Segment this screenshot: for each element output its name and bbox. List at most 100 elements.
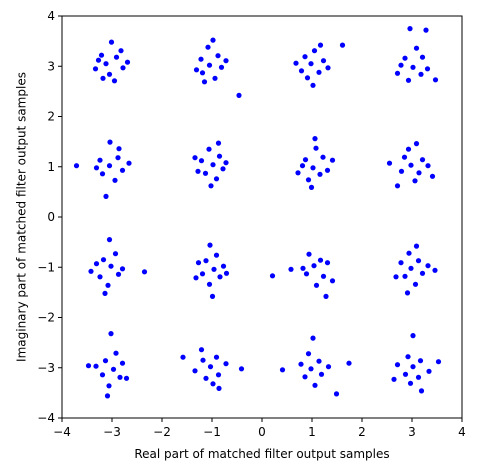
data-point [418,388,425,394]
x-tick-label: −3 [103,425,121,439]
data-point [432,267,438,273]
data-point [211,266,217,272]
data-point [402,273,408,279]
data-point [293,60,299,66]
data-point [218,64,225,70]
data-point [398,62,404,68]
data-point [423,27,429,33]
data-point [425,263,431,269]
data-point [220,263,227,269]
y-tick-label: −4 [37,411,55,425]
data-point [405,77,412,83]
data-point [429,173,436,179]
data-point [320,58,327,64]
data-point [416,170,422,176]
data-point [339,42,346,48]
data-point [103,61,109,67]
data-point [100,257,107,263]
x-tick-label: −1 [203,425,221,439]
x-axis-label: Real part of matched filter output sampl… [134,447,389,461]
data-point [435,359,442,365]
data-point [415,258,422,264]
data-point [106,383,112,389]
data-point [238,366,245,372]
data-point [419,54,426,60]
data-point [115,155,121,161]
data-point [88,268,94,274]
data-point [111,78,118,84]
data-point [311,48,318,54]
data-point [333,391,340,397]
data-point [93,165,100,171]
data-point [324,260,331,266]
x-axis: −4 −3 −2 −1 0 1 2 3 4 [53,418,466,439]
data-point [394,183,401,189]
data-point [126,160,132,166]
data-point [141,269,148,275]
data-point [325,364,332,370]
data-point [413,45,420,51]
data-point [119,167,126,173]
data-point [304,75,311,81]
data-point [200,357,206,363]
data-point [394,70,401,76]
data-point [97,157,103,163]
data-point [295,170,301,176]
y-tick-label: 0 [47,210,55,224]
data-point [210,381,216,387]
data-point [100,75,106,81]
data-point [102,358,109,364]
data-point [199,70,206,76]
data-point [346,360,352,366]
data-point [205,44,211,50]
data-point [123,375,130,381]
data-point [93,261,100,267]
data-point [119,360,126,366]
data-point [401,154,408,160]
data-point [216,385,222,391]
data-point [105,282,111,288]
data-point [325,65,331,71]
data-point [108,39,115,45]
data-point [213,354,220,360]
data-point [207,364,214,370]
data-point [432,77,439,83]
data-point [323,293,329,299]
data-point [405,354,411,360]
data-point [92,66,99,72]
data-point [310,165,316,171]
data-point [302,54,308,60]
data-point [419,157,426,163]
data-point [308,184,315,190]
data-point [106,163,113,169]
data-point [223,361,229,367]
data-points [73,26,442,399]
data-point [410,64,416,70]
y-tick-label: 3 [47,59,55,73]
data-point [223,270,230,276]
data-point [308,61,314,67]
data-point [412,178,418,184]
data-point [103,193,109,199]
data-point [425,163,431,169]
data-point [402,371,409,377]
data-point [413,141,420,147]
data-point [426,368,432,374]
data-point [406,250,412,256]
data-point [95,57,102,63]
data-point [213,176,220,182]
data-point [113,350,119,356]
data-point [279,367,286,373]
data-point [212,75,218,81]
data-point [193,275,199,281]
data-point [115,271,122,277]
x-tick-label: −2 [153,425,171,439]
data-point [300,265,306,271]
data-point [415,374,422,380]
data-point [313,145,319,151]
data-point [215,140,222,146]
data-point [410,364,416,370]
data-point [220,166,226,172]
data-point [210,162,216,168]
data-point [316,69,322,75]
